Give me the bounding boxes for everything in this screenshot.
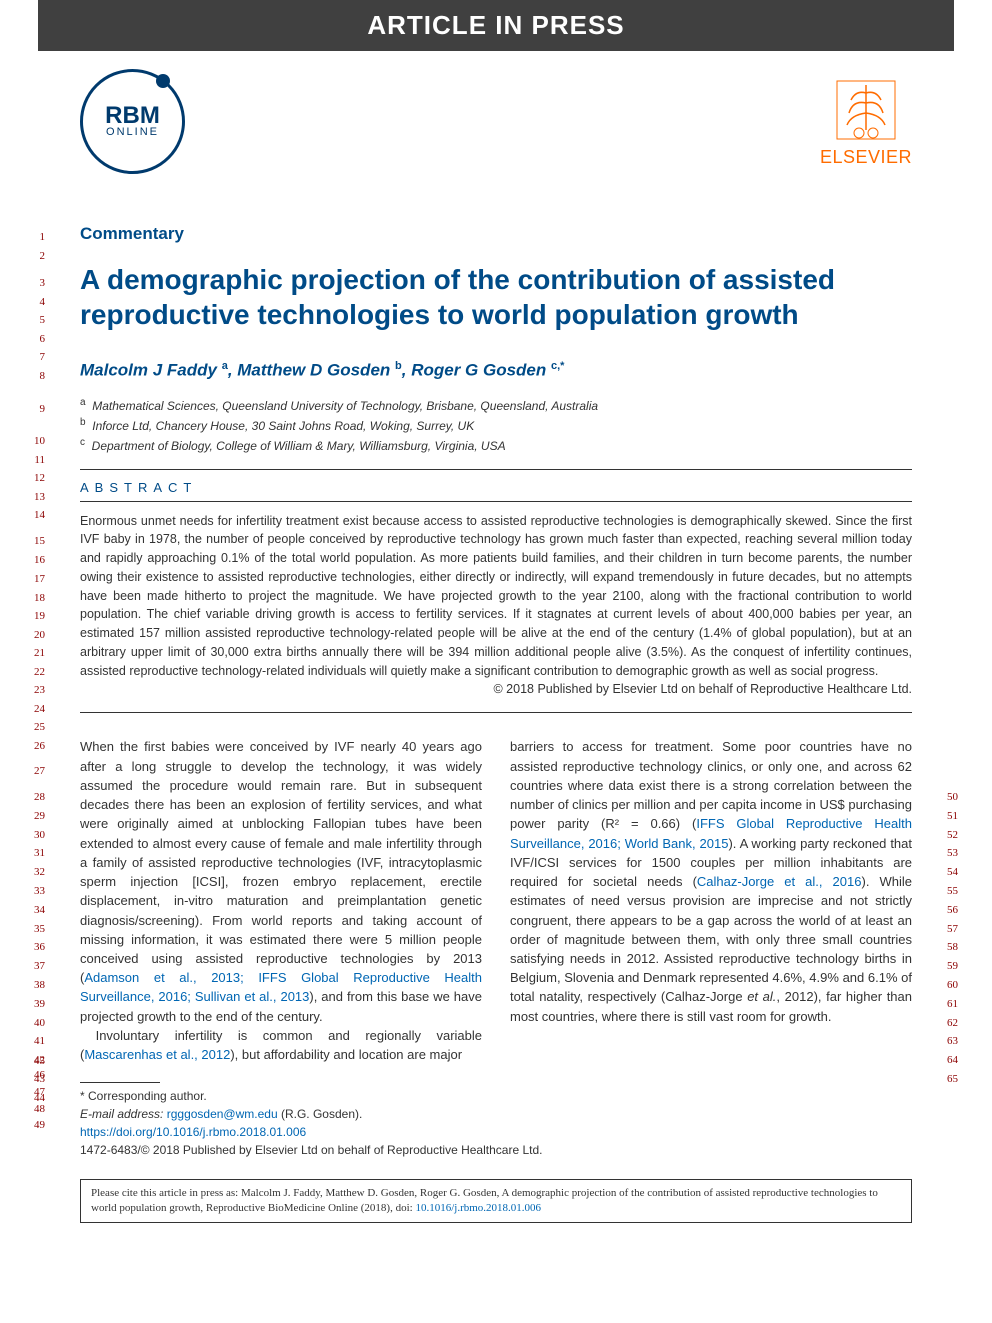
article-title: A demographic projection of the contribu… (80, 262, 912, 332)
divider (80, 469, 912, 470)
footnote-divider (80, 1082, 160, 1083)
body-paragraph: Involuntary infertility is common and re… (80, 1026, 482, 1064)
journal-logo-text: RBM (105, 105, 160, 127)
article-type: Commentary (80, 224, 912, 244)
affiliation: b Inforce Ltd, Chancery House, 30 Saint … (80, 417, 912, 433)
citation-link[interactable]: Calhaz-Jorge et al., 2016 (697, 874, 862, 889)
publisher-name: ELSEVIER (820, 147, 912, 168)
journal-logo-sub: ONLINE (106, 126, 159, 138)
footnotes: * Corresponding author. E-mail address: … (80, 1087, 912, 1159)
body-columns: When the first babies were conceived by … (80, 737, 912, 1064)
citation-box: Please cite this article in press as: Ma… (80, 1179, 912, 1223)
citation-link[interactable]: Mascarenhas et al., 2012 (84, 1047, 230, 1062)
footnote-copyright: 1472-6483/© 2018 Published by Elsevier L… (80, 1141, 912, 1159)
abstract-text: Enormous unmet needs for infertility tre… (80, 512, 912, 681)
elsevier-tree-icon (831, 75, 901, 145)
corresponding-author: * Corresponding author. (80, 1087, 912, 1105)
body-paragraph: barriers to access for treatment. Some p… (510, 737, 912, 1026)
logo-dot-icon (156, 74, 170, 88)
abstract-heading: ABSTRACT (80, 480, 912, 495)
doi-link[interactable]: https://doi.org/10.1016/j.rbmo.2018.01.0… (80, 1123, 912, 1141)
body-col-right: barriers to access for treatment. Some p… (510, 737, 912, 1064)
authors: Malcolm J Faddy a, Matthew D Gosden b, R… (80, 360, 912, 381)
affiliation: a Mathematical Sciences, Queensland Univ… (80, 397, 912, 413)
divider (80, 712, 912, 713)
logo-row: RBM ONLINE ELSEVIER (0, 51, 992, 184)
affiliation: c Department of Biology, College of Will… (80, 437, 912, 453)
divider (80, 501, 912, 502)
cite-doi-link[interactable]: 10.1016/j.rbmo.2018.01.006 (415, 1202, 541, 1214)
publisher-logo[interactable]: ELSEVIER (820, 75, 912, 168)
body-paragraph: When the first babies were conceived by … (80, 737, 482, 1026)
affiliations: a Mathematical Sciences, Queensland Univ… (80, 397, 912, 453)
article-content: Commentary A demographic projection of t… (0, 184, 992, 1169)
body-col-left: When the first babies were conceived by … (80, 737, 482, 1064)
journal-logo: RBM ONLINE (80, 69, 185, 174)
email-line: E-mail address: rgggosden@wm.edu (R.G. G… (80, 1105, 912, 1123)
abstract-copyright: © 2018 Published by Elsevier Ltd on beha… (80, 682, 912, 696)
in-press-banner: ARTICLE IN PRESS (38, 0, 954, 51)
email-link[interactable]: rgggosden@wm.edu (167, 1107, 278, 1121)
